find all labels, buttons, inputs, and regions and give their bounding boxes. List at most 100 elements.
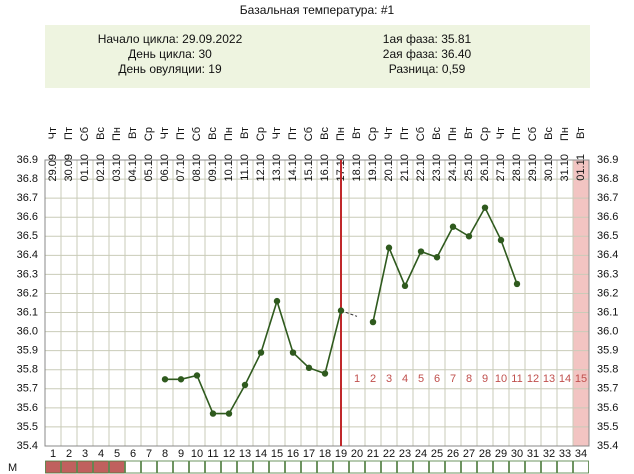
y-tick-label: 36.9: [17, 154, 38, 166]
weekday-label: Пт: [287, 127, 299, 140]
point: [401, 282, 409, 290]
phase2-day: 11: [511, 373, 522, 385]
date-label: 12.10: [255, 154, 267, 182]
phase2-day: 7: [450, 373, 456, 385]
date-label: 20.10: [383, 154, 395, 182]
y-tick-label-right: 35.8: [597, 364, 618, 376]
phase2-day: 9: [482, 373, 488, 385]
point: [481, 204, 489, 211]
weekday-label: Вс: [207, 127, 219, 140]
menstruation-cell: [157, 460, 173, 474]
y-tick-label-right: 36.6: [597, 211, 618, 223]
weekday-label: Пт: [175, 127, 187, 140]
x-tick-label: 4: [98, 448, 104, 460]
weekday-label: Пн: [223, 127, 235, 141]
menstruation-cell: [125, 460, 141, 474]
date-label: 05.10: [143, 154, 155, 182]
y-tick-label: 35.7: [17, 383, 38, 395]
menstruation-cell: [349, 460, 365, 474]
x-tick-label: 29: [495, 448, 507, 460]
point: [273, 297, 281, 305]
phase2-day: 3: [386, 373, 392, 385]
point: [513, 280, 521, 288]
x-tick-label: 2: [66, 448, 72, 460]
y-tick-label-right: 36.5: [597, 230, 618, 242]
point: [497, 236, 505, 244]
weekday-label: Ср: [143, 127, 155, 141]
date-label: 16.10: [319, 154, 331, 182]
y-tick-label-right: 36.1: [597, 306, 618, 318]
point: [241, 381, 249, 389]
date-label: 07.10: [175, 154, 187, 182]
date-label: 01.10: [79, 154, 91, 182]
plot-border: [44, 159, 590, 447]
menstruation-cell: [301, 460, 317, 474]
info-text: Разница: 0,59: [389, 62, 466, 76]
point: [449, 223, 457, 230]
y-tick-label: 36.1: [17, 306, 38, 318]
y-tick-label-right: 35.9: [597, 345, 618, 357]
weekday-label: Чт: [383, 127, 395, 139]
phase2-day: 4: [402, 373, 408, 385]
point: [385, 244, 393, 251]
weekday-label: Сб: [303, 127, 315, 141]
y-tick-label: 35.9: [17, 345, 38, 357]
info-text: День цикла: 30: [128, 47, 212, 61]
y-tick-label: 36.3: [17, 268, 38, 280]
date-label: 26.10: [479, 154, 491, 182]
weekday-label: Вт: [463, 127, 475, 139]
point: [465, 233, 473, 240]
menstruation-cell: [365, 460, 381, 474]
weekday-label: Вс: [319, 127, 331, 140]
date-label: 24.10: [447, 154, 459, 182]
phase2-day: 10: [495, 373, 507, 385]
menstruation-cell: [189, 460, 205, 474]
x-tick-label: 17: [303, 448, 315, 460]
x-tick-label: 15: [271, 448, 283, 460]
y-tick-label-right: 35.7: [597, 383, 618, 395]
y-tick-label: 36.2: [17, 287, 38, 299]
date-label: 29.10: [527, 154, 539, 182]
x-tick-label: 6: [130, 448, 136, 460]
weekday-label: Пн: [559, 127, 571, 141]
weekday-label: Сб: [527, 127, 539, 141]
y-tick-label-right: 35.6: [597, 402, 618, 414]
date-label: 10.10: [223, 154, 235, 182]
point: [369, 318, 377, 326]
x-tick-label: 20: [351, 448, 363, 460]
menstruation-cell: [317, 460, 333, 474]
point: [177, 376, 185, 383]
info-box: [45, 25, 590, 88]
menstruation-cell: [493, 460, 509, 474]
menstruation-cell: [205, 460, 221, 474]
menstruation-cell: [509, 460, 525, 474]
x-tick-label: 19: [335, 448, 347, 460]
menstruation-cell: [173, 460, 189, 474]
menstruation-cell: [269, 460, 285, 474]
x-tick-label: 23: [399, 448, 411, 460]
date-label: 23.10: [431, 154, 443, 182]
weekday-label: Сб: [415, 127, 427, 141]
point: [209, 410, 217, 417]
x-tick-label: 7: [146, 448, 152, 460]
weekday-label: Сб: [79, 127, 91, 141]
y-tick-label: 35.6: [17, 402, 38, 414]
weekday-label: Пн: [335, 127, 347, 141]
y-tick-label: 36.7: [17, 192, 38, 204]
phase2-day: 14: [559, 373, 571, 385]
phase2-day: 1: [354, 373, 360, 385]
x-tick-label: 27: [463, 448, 475, 460]
y-tick-label-right: 36.3: [597, 268, 618, 280]
point: [321, 370, 329, 377]
x-tick-label: 16: [287, 448, 299, 460]
menstruation-cell: [461, 460, 477, 474]
y-tick-label: 36.8: [17, 173, 38, 185]
menstruation-cell: [541, 460, 557, 474]
menstruation-cell: [109, 460, 125, 474]
menstruation-cell: [253, 460, 269, 474]
weekday-label: Вт: [351, 127, 363, 139]
y-tick-label-right: 35.4: [597, 440, 618, 452]
x-tick-label: 14: [255, 448, 267, 460]
y-tick-label: 36.0: [17, 326, 38, 338]
